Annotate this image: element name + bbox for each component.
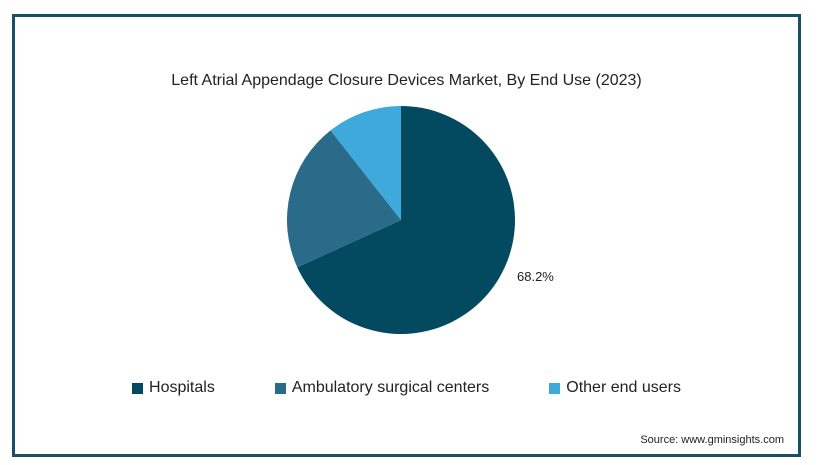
legend-swatch-hospitals <box>132 382 144 394</box>
legend-label-hospitals: Hospitals <box>149 379 215 396</box>
legend-item-hospitals: Hospitals <box>132 379 215 397</box>
legend-item-ambulatory: Ambulatory surgical centers <box>274 379 490 397</box>
source-note: Source: www.gminsights.com <box>640 434 784 446</box>
legend-item-other: Other end users <box>549 379 681 397</box>
pie-slice-ambulatory <box>287 130 401 268</box>
pie-chart: 68.2% <box>287 106 554 334</box>
hospitals-data-label: 68.2% <box>517 269 554 284</box>
legend-label-other: Other end users <box>566 379 681 396</box>
legend-swatch-other <box>549 382 561 394</box>
legend-label-ambulatory: Ambulatory surgical centers <box>291 379 490 396</box>
legend-swatch-ambulatory <box>274 382 286 394</box>
chart-title: Left Atrial Appendage Closure Devices Ma… <box>171 72 642 89</box>
pie-slice-hospitals <box>297 106 515 334</box>
chart-frame: Left Atrial Appendage Closure Devices Ma… <box>12 14 801 457</box>
legend: Hospitals Ambulatory surgical centers Ot… <box>15 379 798 397</box>
pie-slice-other <box>330 106 401 220</box>
